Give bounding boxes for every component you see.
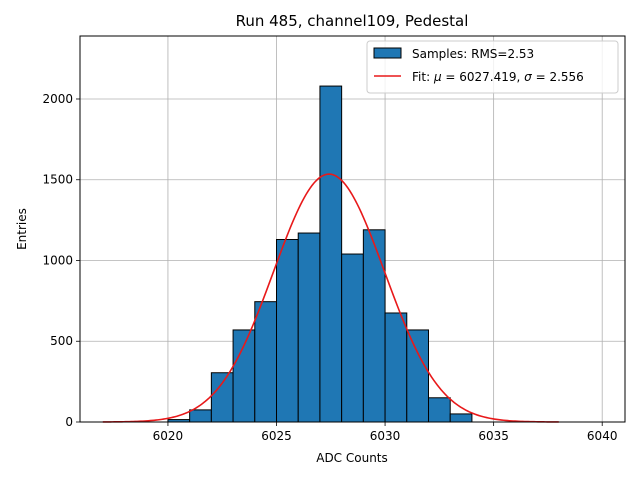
y-tick-label: 1500 [42, 173, 73, 187]
x-tick-label: 6025 [261, 429, 292, 443]
histogram-bars [167, 85, 473, 423]
legend-samples-swatch [373, 47, 402, 59]
x-tick-label: 6035 [478, 429, 509, 443]
x-tick-label: 6030 [370, 429, 401, 443]
plot-frame [79, 35, 626, 423]
legend-mu-value: = 6027.419, [442, 70, 525, 84]
x-tick-label: 6040 [587, 429, 618, 443]
legend: Samples: RMS=2.53 Fit: μ = 6027.419, σ =… [366, 40, 619, 94]
x-tick-label: 6020 [153, 429, 184, 443]
y-tick-label: 0 [65, 415, 73, 429]
histogram-bar [254, 301, 278, 423]
y-tick-label: 500 [50, 334, 73, 348]
y-tick-label: 2000 [42, 92, 73, 106]
chart-title: Run 485, channel109, Pedestal [236, 12, 469, 30]
y-tick-label: 1000 [42, 253, 73, 267]
histogram-bar [384, 312, 408, 423]
legend-fit-label: Fit: μ = 6027.419, σ = 2.556 [412, 70, 584, 84]
histogram-bar [341, 253, 364, 423]
legend-samples-label: Samples: RMS=2.53 [412, 47, 534, 61]
histogram-bar [406, 329, 429, 423]
legend-box [366, 40, 619, 94]
x-axis-ticks: 6020 6025 6030 6035 6040 [153, 422, 618, 443]
histogram-bar [449, 413, 473, 423]
y-axis-label: Entries [15, 208, 29, 250]
y-axis-ticks: 0 500 1000 1500 2000 [42, 92, 80, 429]
fit-curve [102, 173, 559, 423]
legend-sigma-symbol: σ [524, 70, 532, 84]
histogram-bar [276, 238, 299, 423]
histogram-bar [297, 232, 321, 423]
legend-mu-symbol: μ [433, 70, 442, 84]
histogram-bar [362, 229, 386, 423]
histogram-bar [189, 409, 212, 423]
histogram-bar [319, 85, 343, 423]
histogram-bar [210, 372, 234, 423]
legend-fit-prefix: Fit: [412, 70, 434, 84]
legend-sigma-value: = 2.556 [532, 70, 584, 84]
x-axis-label: ADC Counts [316, 451, 388, 465]
histogram-bar [427, 397, 451, 423]
